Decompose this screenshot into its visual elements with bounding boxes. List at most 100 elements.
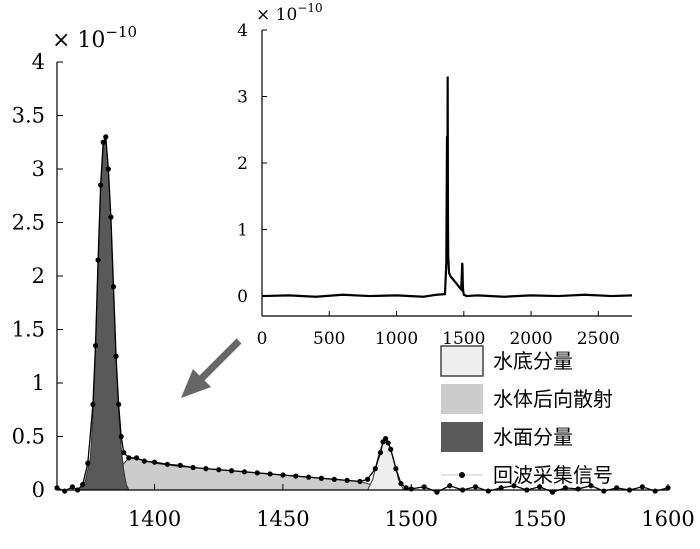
inset-x-tick-label: 1000 [375,329,418,349]
signal-point [639,484,645,490]
signal-point [601,488,607,494]
signal-point [141,458,147,464]
signal-point [92,342,99,349]
inset-y-tick-label: 2 [237,154,248,174]
main-y-multiplier: × 10−10 [52,23,137,53]
signal-point [447,483,453,489]
inset-x-tick-label: 500 [313,329,345,349]
main-x-tick-label: 1600 [641,507,694,531]
signal-line [56,134,669,493]
signal-point [85,460,91,466]
inset-y-tick-label: 1 [237,221,248,241]
signal-point [393,466,399,472]
signal-point [108,214,114,220]
signal-point [113,353,119,359]
inset-x-tick-label: 0 [257,329,268,349]
signal-point [280,472,286,478]
legend-item: 水底分量 [440,345,573,377]
main-x-tick-label: 1450 [256,507,309,531]
main-y-tick-label: 0 [32,478,45,502]
signal-point [241,469,248,475]
signal-point [90,401,96,407]
signal-point [398,480,404,487]
signal-point [614,485,620,491]
signal-point [357,478,363,485]
signal-point [511,483,517,489]
inset-x-tick-label: 1500 [442,329,485,349]
main-signal [54,134,671,495]
inset-y-tick-label: 0 [237,287,248,307]
inset-x-tick-label: 2500 [577,329,620,349]
main-y-tick-label: 1.5 [12,318,45,342]
inset-axes [261,29,632,317]
inset-x-tick-labels: 0 500 1000 1500 2000 2500 [257,329,620,349]
main-plot: 1 4 0 0 1450 1500 1550 1600 0 0.5 1 1.5 2 2.5 3 3.5 4 ×… [12,23,695,531]
signal-point [388,446,394,452]
signal-point [190,464,196,471]
signal-point [421,484,427,490]
signal-point [116,401,122,407]
legend-item: 水面分量 [441,422,573,452]
signal-point [69,484,76,490]
signal-point [498,485,504,491]
signal-point [588,483,594,489]
inset-y-tick-labels: 0 1 2 3 4 [237,21,248,307]
signal-point [254,470,260,476]
main-axes [56,61,669,491]
signal-point [549,489,556,495]
signal-point [344,477,350,483]
signal-point [365,476,371,482]
main-y-tick-label: 3 [32,157,45,181]
main-y-tick-label: 3.5 [12,104,45,128]
signal-point [80,482,86,488]
inset-x-tick-label: 2000 [509,329,552,349]
signal-point [318,475,325,481]
main-y-tick-label: 0.5 [12,425,45,449]
legend-label: 水面分量 [493,425,573,449]
main-y-tick-labels: 0 0.5 1 1.5 2 2.5 3 3.5 4 [12,50,45,502]
signal-point [105,166,111,172]
legend-swatch [440,345,484,377]
signal-point [575,486,581,492]
signal-point [151,459,158,465]
legend-marker [459,472,465,478]
arrow-annotation [181,338,242,398]
legend-label: 水体后向散射 [493,387,613,411]
signal-point [485,488,491,494]
signal-point [164,461,170,467]
signal-point [652,488,658,494]
signal-point [385,440,391,446]
inset-y-tick-label: 4 [237,21,248,41]
inset-series [261,76,633,298]
signal-point [434,489,440,495]
signal-point [177,462,183,468]
inset-line [261,76,633,298]
signal-point [383,436,389,442]
signal-point [98,182,104,188]
signal-point [100,139,106,145]
signal-point [216,467,222,473]
signal-point [377,449,384,456]
main-x-tick-labels: 1400 1450 1500 1550 1600 [128,507,695,531]
main-y-tick-label: 2.5 [12,211,45,235]
main-y-tick-label: 4 [32,50,45,74]
signal-point [103,134,109,140]
signal-point [121,449,127,456]
signal-point [133,455,140,461]
legend-item: 水体后向散射 [441,384,613,414]
legend-item: 回波采集信号 [441,463,613,487]
legend-label: 水底分量 [493,349,573,373]
main-x-tick-label: 1550 [513,507,566,531]
signal-point [228,468,235,474]
signal-point [403,485,409,491]
signal-point [267,471,273,477]
signal-point [372,466,378,472]
area-2 [366,437,405,491]
signal-point [126,455,132,461]
signal-point [293,473,299,479]
main-y-tick-label: 1 [32,371,45,395]
inset-background [202,0,650,352]
signal-point [305,474,312,480]
main-y-tick-label: 2 [32,264,45,288]
